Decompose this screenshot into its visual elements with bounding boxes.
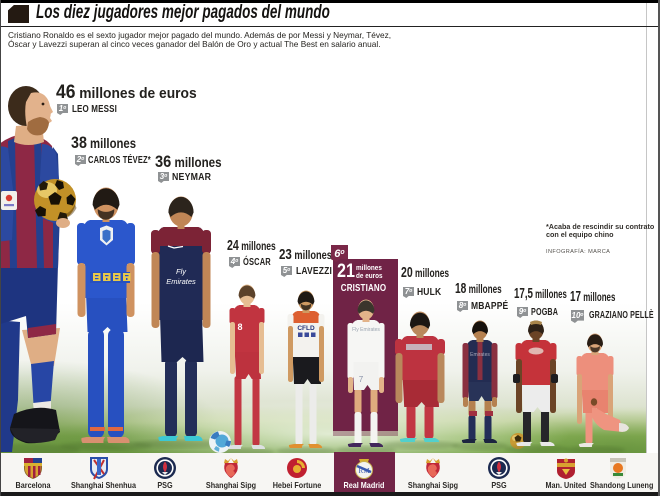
svg-text:RM: RM	[359, 467, 371, 475]
svg-text:Fly Emirates: Fly Emirates	[352, 327, 380, 333]
svg-text:Emirates: Emirates	[166, 277, 196, 286]
svg-text:Fly: Fly	[176, 267, 187, 276]
svg-text:7: 7	[359, 375, 364, 384]
svg-text:8: 8	[237, 322, 242, 332]
svg-text:CFLD: CFLD	[297, 325, 315, 332]
svg-text:Emirates: Emirates	[470, 352, 490, 358]
